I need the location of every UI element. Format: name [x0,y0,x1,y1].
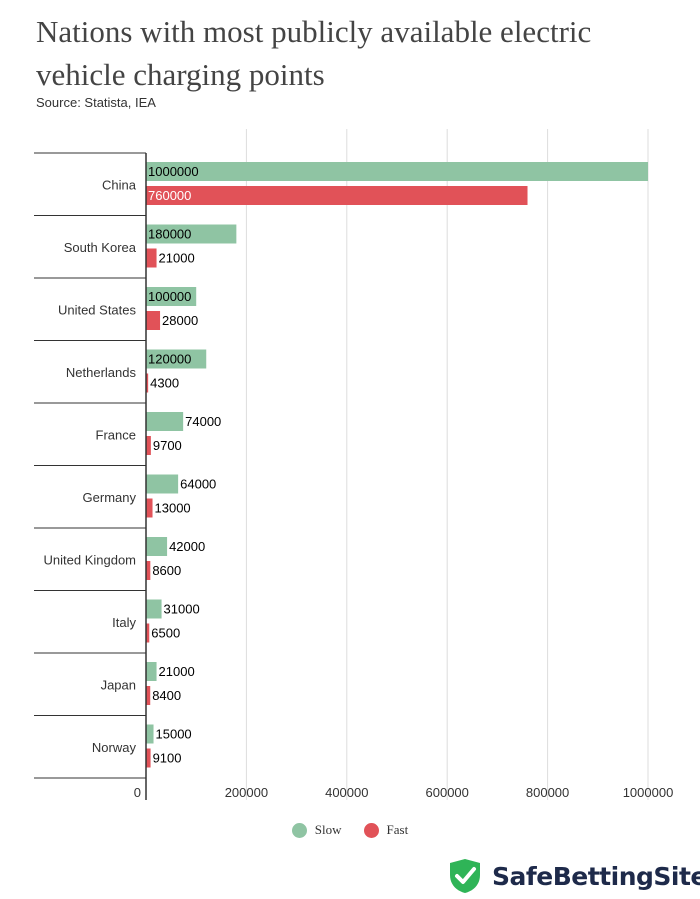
data-label: 15000 [156,727,192,742]
category-label: France [96,427,136,442]
x-tick-label: 800000 [526,785,569,800]
data-label: 21000 [159,664,195,679]
data-label: 1000000 [148,164,199,179]
bar-slow [146,349,207,369]
category-label: Netherlands [66,365,137,380]
bar-fast [146,436,151,455]
bar-slow [146,474,179,494]
bar-slow [146,162,648,181]
data-label: 9100 [153,751,182,766]
data-label: 21000 [159,251,195,266]
bar-slow [146,412,184,431]
data-label: 74000 [185,414,221,429]
category-label: United Kingdom [44,552,137,567]
brand-name: SafeBettingSites [492,861,700,891]
legend: Slow Fast [0,822,700,838]
category-label: South Korea [64,240,137,255]
bar-slow [146,537,168,556]
category-label: China [102,177,137,192]
brand-logo: SafeBettingSites [448,858,700,894]
category-label: Norway [92,740,137,755]
x-tick-label: 0 [134,785,141,800]
legend-dot-fast [363,822,379,838]
bar-fast [146,498,153,518]
x-tick-label: 200000 [225,785,268,800]
data-label: 8600 [152,563,181,578]
data-label: 760000 [148,188,191,203]
x-tick-label: 600000 [426,785,469,800]
data-label: 9700 [153,438,182,453]
data-label: 8400 [152,688,181,703]
bar-slow [146,224,237,244]
bar-fast [146,748,151,768]
category-label: United States [58,302,137,317]
data-label: 100000 [148,289,191,304]
data-label: 4300 [150,376,179,391]
bar-fast [146,248,157,268]
data-label: 13000 [155,501,191,516]
bar-chart: 0 200000 400000 600000 800000 1000000 China 100… [34,129,674,800]
bar-slow [146,724,154,744]
source-note: Source: Statista, IEA [36,95,156,110]
legend-item-slow[interactable]: Slow [291,822,342,838]
data-label: 28000 [162,313,198,328]
legend-dot-slow [291,822,307,838]
category-label: Japan [101,677,136,692]
data-label: 42000 [169,539,205,554]
bar-fast [146,311,161,330]
bar-fast [146,623,150,643]
bar-fast [146,686,151,705]
bar-slow [146,662,157,681]
data-label: 64000 [180,477,216,492]
chart-title: Nations with most publicly available ele… [36,14,592,92]
legend-label-slow: Slow [314,822,342,837]
bar-fast [146,561,151,580]
category-label: Germany [83,490,137,505]
bar-fast [146,373,149,393]
data-label: 31000 [164,602,200,617]
bar-fast [146,186,528,205]
data-label: 6500 [151,626,180,641]
category-label: Italy [112,615,136,630]
data-label: 120000 [148,352,191,367]
bar-slow [146,599,162,619]
legend-item-fast[interactable]: Fast [363,822,409,838]
x-tick-label: 1000000 [623,785,674,800]
legend-label-fast: Fast [386,822,409,837]
data-label: 180000 [148,227,191,242]
bar-slow [146,287,197,306]
x-tick-label: 400000 [325,785,368,800]
shield-check-icon [450,859,480,893]
